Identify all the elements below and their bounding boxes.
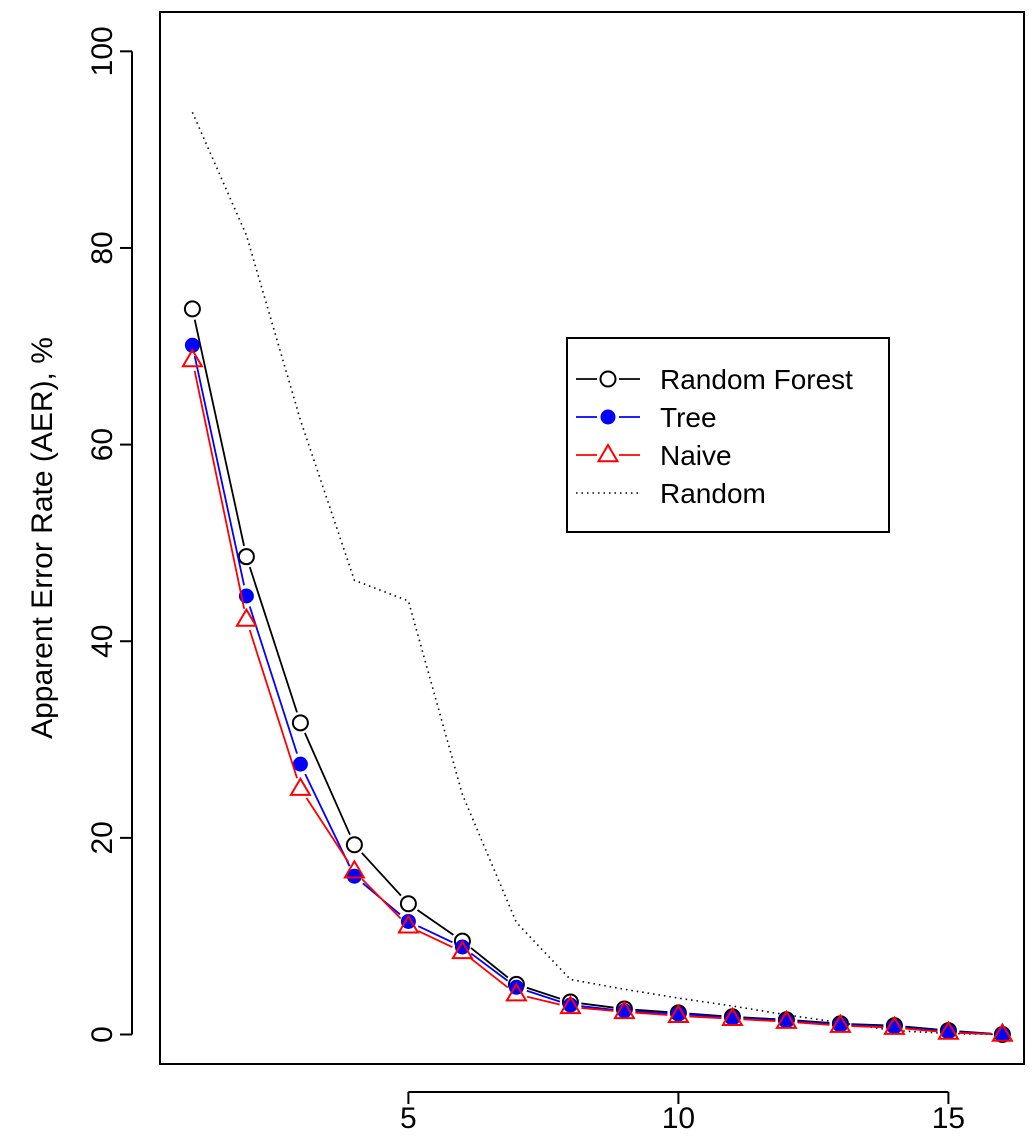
series-segment-naive — [635, 1011, 668, 1016]
series-segment-naive — [470, 957, 509, 989]
plot-frame — [159, 11, 1025, 1065]
data-point-random-forest — [291, 714, 309, 732]
series-random — [191, 111, 1003, 1036]
series-segment-naive — [526, 995, 560, 1006]
series-segment-random-forest — [851, 1023, 884, 1027]
series-segment-naive — [581, 1007, 614, 1012]
y-tick-label: 100 — [86, 26, 119, 76]
data-point-random-forest — [399, 895, 417, 913]
data-point-naive — [721, 1006, 744, 1026]
y-tick-label: 20 — [86, 821, 119, 854]
data-point-naive — [289, 776, 312, 796]
data-point-naive — [667, 1003, 690, 1024]
series-segment-random-forest — [581, 1002, 614, 1009]
series-segment-random-forest — [526, 986, 561, 1000]
series-layer — [181, 111, 1014, 1044]
series-segment-random-forest — [304, 732, 351, 836]
y-axis-title: Apparent Error Rate (AER), % — [26, 337, 59, 739]
series-segment-random-forest — [797, 1019, 830, 1024]
x-tick-label: 10 — [662, 1102, 695, 1135]
data-point-tree — [292, 756, 308, 772]
legend-label-naive: Naive — [660, 440, 732, 471]
data-point-tree — [346, 868, 362, 884]
series-segment-naive — [905, 1027, 938, 1033]
series-segment-random-forest — [905, 1025, 938, 1031]
series-segment-random-forest — [248, 566, 298, 713]
series-segment-tree — [526, 989, 561, 1003]
legend-marker-tree — [600, 409, 616, 425]
legend-item-tree: Tree — [576, 402, 717, 433]
series-segment-tree — [689, 1013, 722, 1018]
series-segment-naive — [959, 1032, 992, 1036]
series-segment-random-forest — [689, 1012, 722, 1017]
y-axis: 0 20 40 60 80 100 — [86, 26, 133, 1043]
series-line-random — [191, 111, 1003, 1036]
data-point-random-forest — [183, 300, 201, 318]
y-tick-label: 60 — [86, 428, 119, 461]
series-segment-tree — [470, 952, 509, 982]
legend-marker-naive — [596, 443, 620, 463]
series-segment-naive — [248, 629, 298, 779]
series-naive — [181, 348, 1014, 1042]
data-point-naive — [883, 1015, 906, 1035]
series-segment-tree — [304, 773, 351, 867]
series-segment-random-forest — [193, 319, 245, 547]
series-segment-tree — [248, 606, 298, 754]
data-point-naive — [235, 607, 258, 627]
series-segment-random-forest — [743, 1016, 776, 1021]
series-segment-tree — [851, 1024, 884, 1028]
data-point-random-forest — [345, 836, 363, 854]
series-segment-random-forest — [416, 909, 454, 936]
series-segment-naive — [361, 878, 402, 920]
series-segment-tree — [193, 355, 245, 586]
legend-marker-random-forest — [599, 370, 617, 388]
series-segment-random-forest — [361, 852, 402, 897]
series-segment-naive — [193, 370, 246, 610]
data-point-naive — [613, 999, 636, 1020]
series-segment-random-forest — [470, 947, 509, 979]
data-point-naive — [397, 914, 420, 934]
series-segment-tree — [905, 1026, 938, 1032]
series-segment-tree — [417, 925, 453, 944]
series-segment-naive — [305, 797, 350, 863]
data-point-naive — [343, 859, 366, 879]
data-point-naive — [775, 1009, 798, 1029]
y-tick-label: 40 — [86, 625, 119, 658]
data-point-naive — [559, 994, 582, 1015]
series-segment-tree — [635, 1010, 668, 1015]
y-tick-label: 80 — [86, 231, 119, 264]
x-tick-label: 5 — [400, 1102, 417, 1135]
data-point-random-forest — [237, 548, 255, 566]
data-point-naive — [505, 982, 528, 1002]
series-segment-random-forest — [635, 1008, 668, 1013]
series-segment-naive — [689, 1015, 722, 1020]
y-tick-label: 0 — [86, 1026, 119, 1043]
x-axis: 5 10 15 — [400, 1091, 965, 1135]
series-segment-naive — [851, 1025, 884, 1029]
legend-box — [566, 337, 890, 533]
data-point-naive — [937, 1020, 960, 1040]
series-segment-naive — [743, 1018, 776, 1023]
legend-label-random: Random — [660, 478, 766, 509]
legend-item-random-forest: Random Forest — [576, 364, 853, 395]
legend: Random Forest Tree Naive Random — [566, 337, 890, 533]
x-tick-label: 15 — [932, 1102, 965, 1135]
data-point-naive — [991, 1022, 1014, 1042]
legend-label-tree: Tree — [660, 402, 717, 433]
data-point-tree — [184, 337, 200, 353]
legend-item-random: Random — [576, 478, 766, 509]
series-segment-tree — [797, 1020, 830, 1025]
series-segment-tree — [743, 1017, 776, 1022]
data-point-naive — [181, 348, 204, 368]
series-segment-naive — [417, 930, 453, 949]
legend-item-naive: Naive — [576, 440, 732, 471]
series-segment-naive — [797, 1021, 830, 1026]
series-segment-tree — [581, 1005, 614, 1011]
data-point-naive — [451, 939, 474, 960]
data-point-naive — [829, 1013, 852, 1033]
legend-label-random-forest: Random Forest — [660, 364, 853, 395]
